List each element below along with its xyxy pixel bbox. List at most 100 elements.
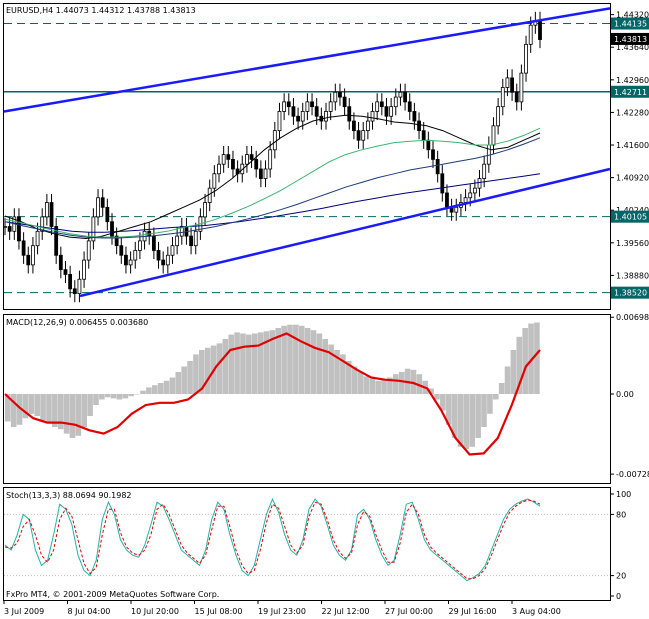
candle-body <box>133 250 138 261</box>
candle-body <box>496 106 501 127</box>
stoch-tick-label: 100 <box>616 490 631 499</box>
candle-body <box>114 235 119 247</box>
macd-bar <box>416 374 423 394</box>
macd-bar <box>104 394 111 398</box>
macd-bar <box>428 388 434 394</box>
macd-bar <box>328 344 334 394</box>
trend-channel <box>3 7 611 298</box>
y-tick-label: 1.43640 <box>616 43 649 52</box>
macd-bar <box>46 394 52 423</box>
macd-bar <box>146 387 152 394</box>
macd-bar <box>69 394 76 438</box>
candle-body <box>226 154 231 160</box>
macd-bar <box>93 394 99 405</box>
candle-body <box>463 197 468 203</box>
macd-bar <box>445 394 452 425</box>
macd-bar <box>234 332 240 394</box>
copyright-text: FxPro MT4, © 2001-2009 MetaQuotes Softwa… <box>6 590 219 599</box>
candle-body <box>7 226 12 232</box>
trend-upper <box>3 7 611 113</box>
candle-body <box>221 154 226 165</box>
candle-body <box>472 187 477 194</box>
main-header: EURUSD,H4 1.44073 1.44312 1.43788 1.4381… <box>6 6 196 15</box>
macd-bar <box>440 394 446 411</box>
candle-body <box>58 254 63 271</box>
price-tag-label: 1.38520 <box>614 289 647 298</box>
candle-body <box>398 91 403 98</box>
macd-bar <box>381 379 387 394</box>
candle-body <box>514 91 519 103</box>
macd-bar <box>110 394 117 399</box>
price-tag-box <box>611 286 649 299</box>
stoch-tick-label: 0 <box>616 592 621 601</box>
candle-body <box>296 115 300 122</box>
candle-body <box>384 106 389 117</box>
candle-body <box>72 288 77 295</box>
macd-histogram <box>4 322 541 456</box>
macd-bar <box>487 394 493 414</box>
candle-body <box>389 106 394 117</box>
candle-body <box>193 230 198 247</box>
macd-bar <box>522 328 528 394</box>
macd-bar <box>492 394 499 400</box>
macd-bar <box>181 366 187 394</box>
candle-body <box>519 72 524 103</box>
stoch-main-line <box>4 497 541 582</box>
price-tag-box <box>611 32 649 45</box>
macd-bar <box>387 377 393 394</box>
candle-body <box>291 106 296 117</box>
price-tag-box <box>611 85 649 98</box>
candle-body <box>151 235 156 251</box>
macd-bar <box>434 394 440 400</box>
candle-body <box>393 96 398 108</box>
stoch-panel-frame <box>3 487 611 601</box>
candle-body <box>282 101 287 112</box>
candle-body <box>44 202 49 218</box>
candle-body <box>175 235 180 247</box>
candle-body <box>170 245 175 256</box>
macd-bar <box>216 343 223 394</box>
candle-body <box>505 77 510 88</box>
y-tick-label: 1.44320 <box>616 11 649 20</box>
macd-bar <box>34 394 40 416</box>
candle-body <box>365 120 370 132</box>
macd-bar <box>257 332 264 394</box>
candle-body <box>482 163 487 179</box>
candle-body <box>231 158 235 170</box>
macd-bar <box>40 394 46 421</box>
x-tick-label: 29 Jul 16:00 <box>449 607 497 616</box>
candle-body <box>21 240 26 256</box>
candle-body <box>258 168 263 179</box>
macd-bar <box>334 350 340 394</box>
x-tick-label: 3 Aug 04:00 <box>512 607 561 616</box>
macd-bar <box>263 331 270 394</box>
candle-body <box>68 274 73 290</box>
stoch-signal-line <box>4 499 541 580</box>
candle-body <box>524 43 528 74</box>
macd-bar <box>451 394 458 438</box>
macd-bar <box>251 333 258 394</box>
macd-bar <box>510 350 517 394</box>
macd-bar <box>199 350 205 394</box>
candle-body <box>426 139 431 151</box>
candle-body <box>203 202 207 218</box>
macd-bar <box>351 366 358 394</box>
candle-body <box>352 120 356 132</box>
candle-body <box>77 278 82 295</box>
macd-bar <box>22 394 29 419</box>
macd-tick-label: -0.007283 <box>616 470 649 479</box>
candle-body <box>300 111 305 122</box>
candle-body <box>105 206 110 223</box>
macd-bar <box>240 333 246 394</box>
candle-body <box>110 221 114 237</box>
x-tick-label: 19 Jul 23:00 <box>258 607 306 616</box>
candle-body <box>31 245 35 266</box>
candle-body <box>356 130 361 141</box>
macd-bar <box>128 394 135 397</box>
candle-body <box>35 230 40 247</box>
macd-bar <box>81 394 88 427</box>
candle-body <box>3 226 7 228</box>
x-tick-label: 22 Jul 12:00 <box>322 607 370 616</box>
candle-body <box>17 216 21 242</box>
